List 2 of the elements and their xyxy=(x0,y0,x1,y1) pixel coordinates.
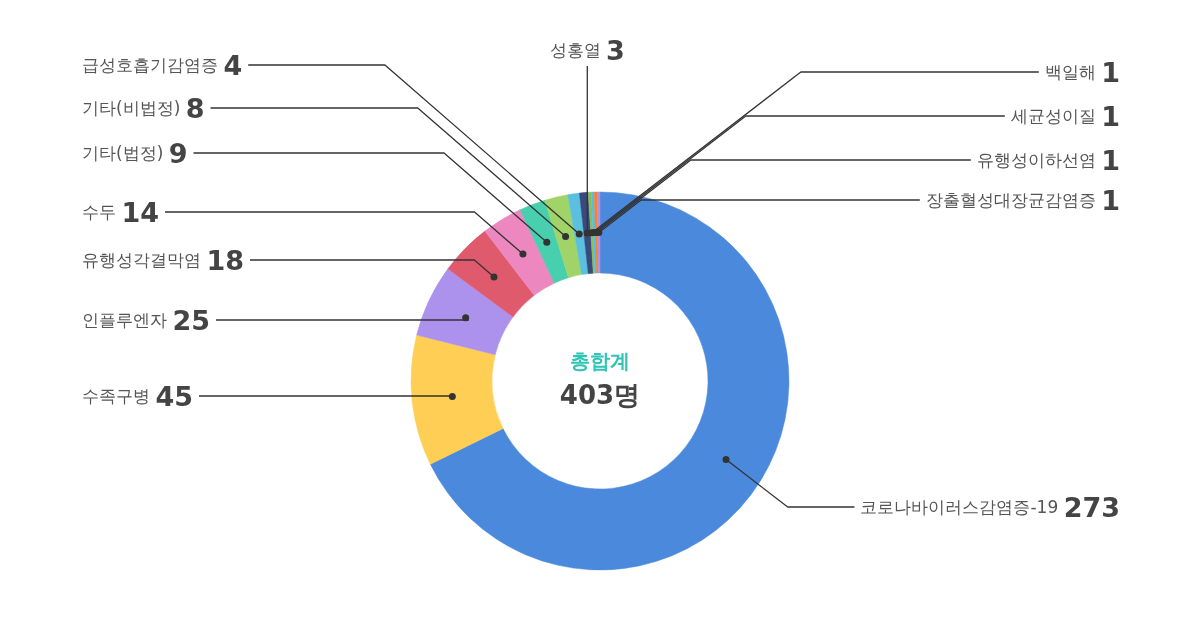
text: 총합계 xyxy=(570,349,630,373)
text: 403명 xyxy=(559,380,641,410)
